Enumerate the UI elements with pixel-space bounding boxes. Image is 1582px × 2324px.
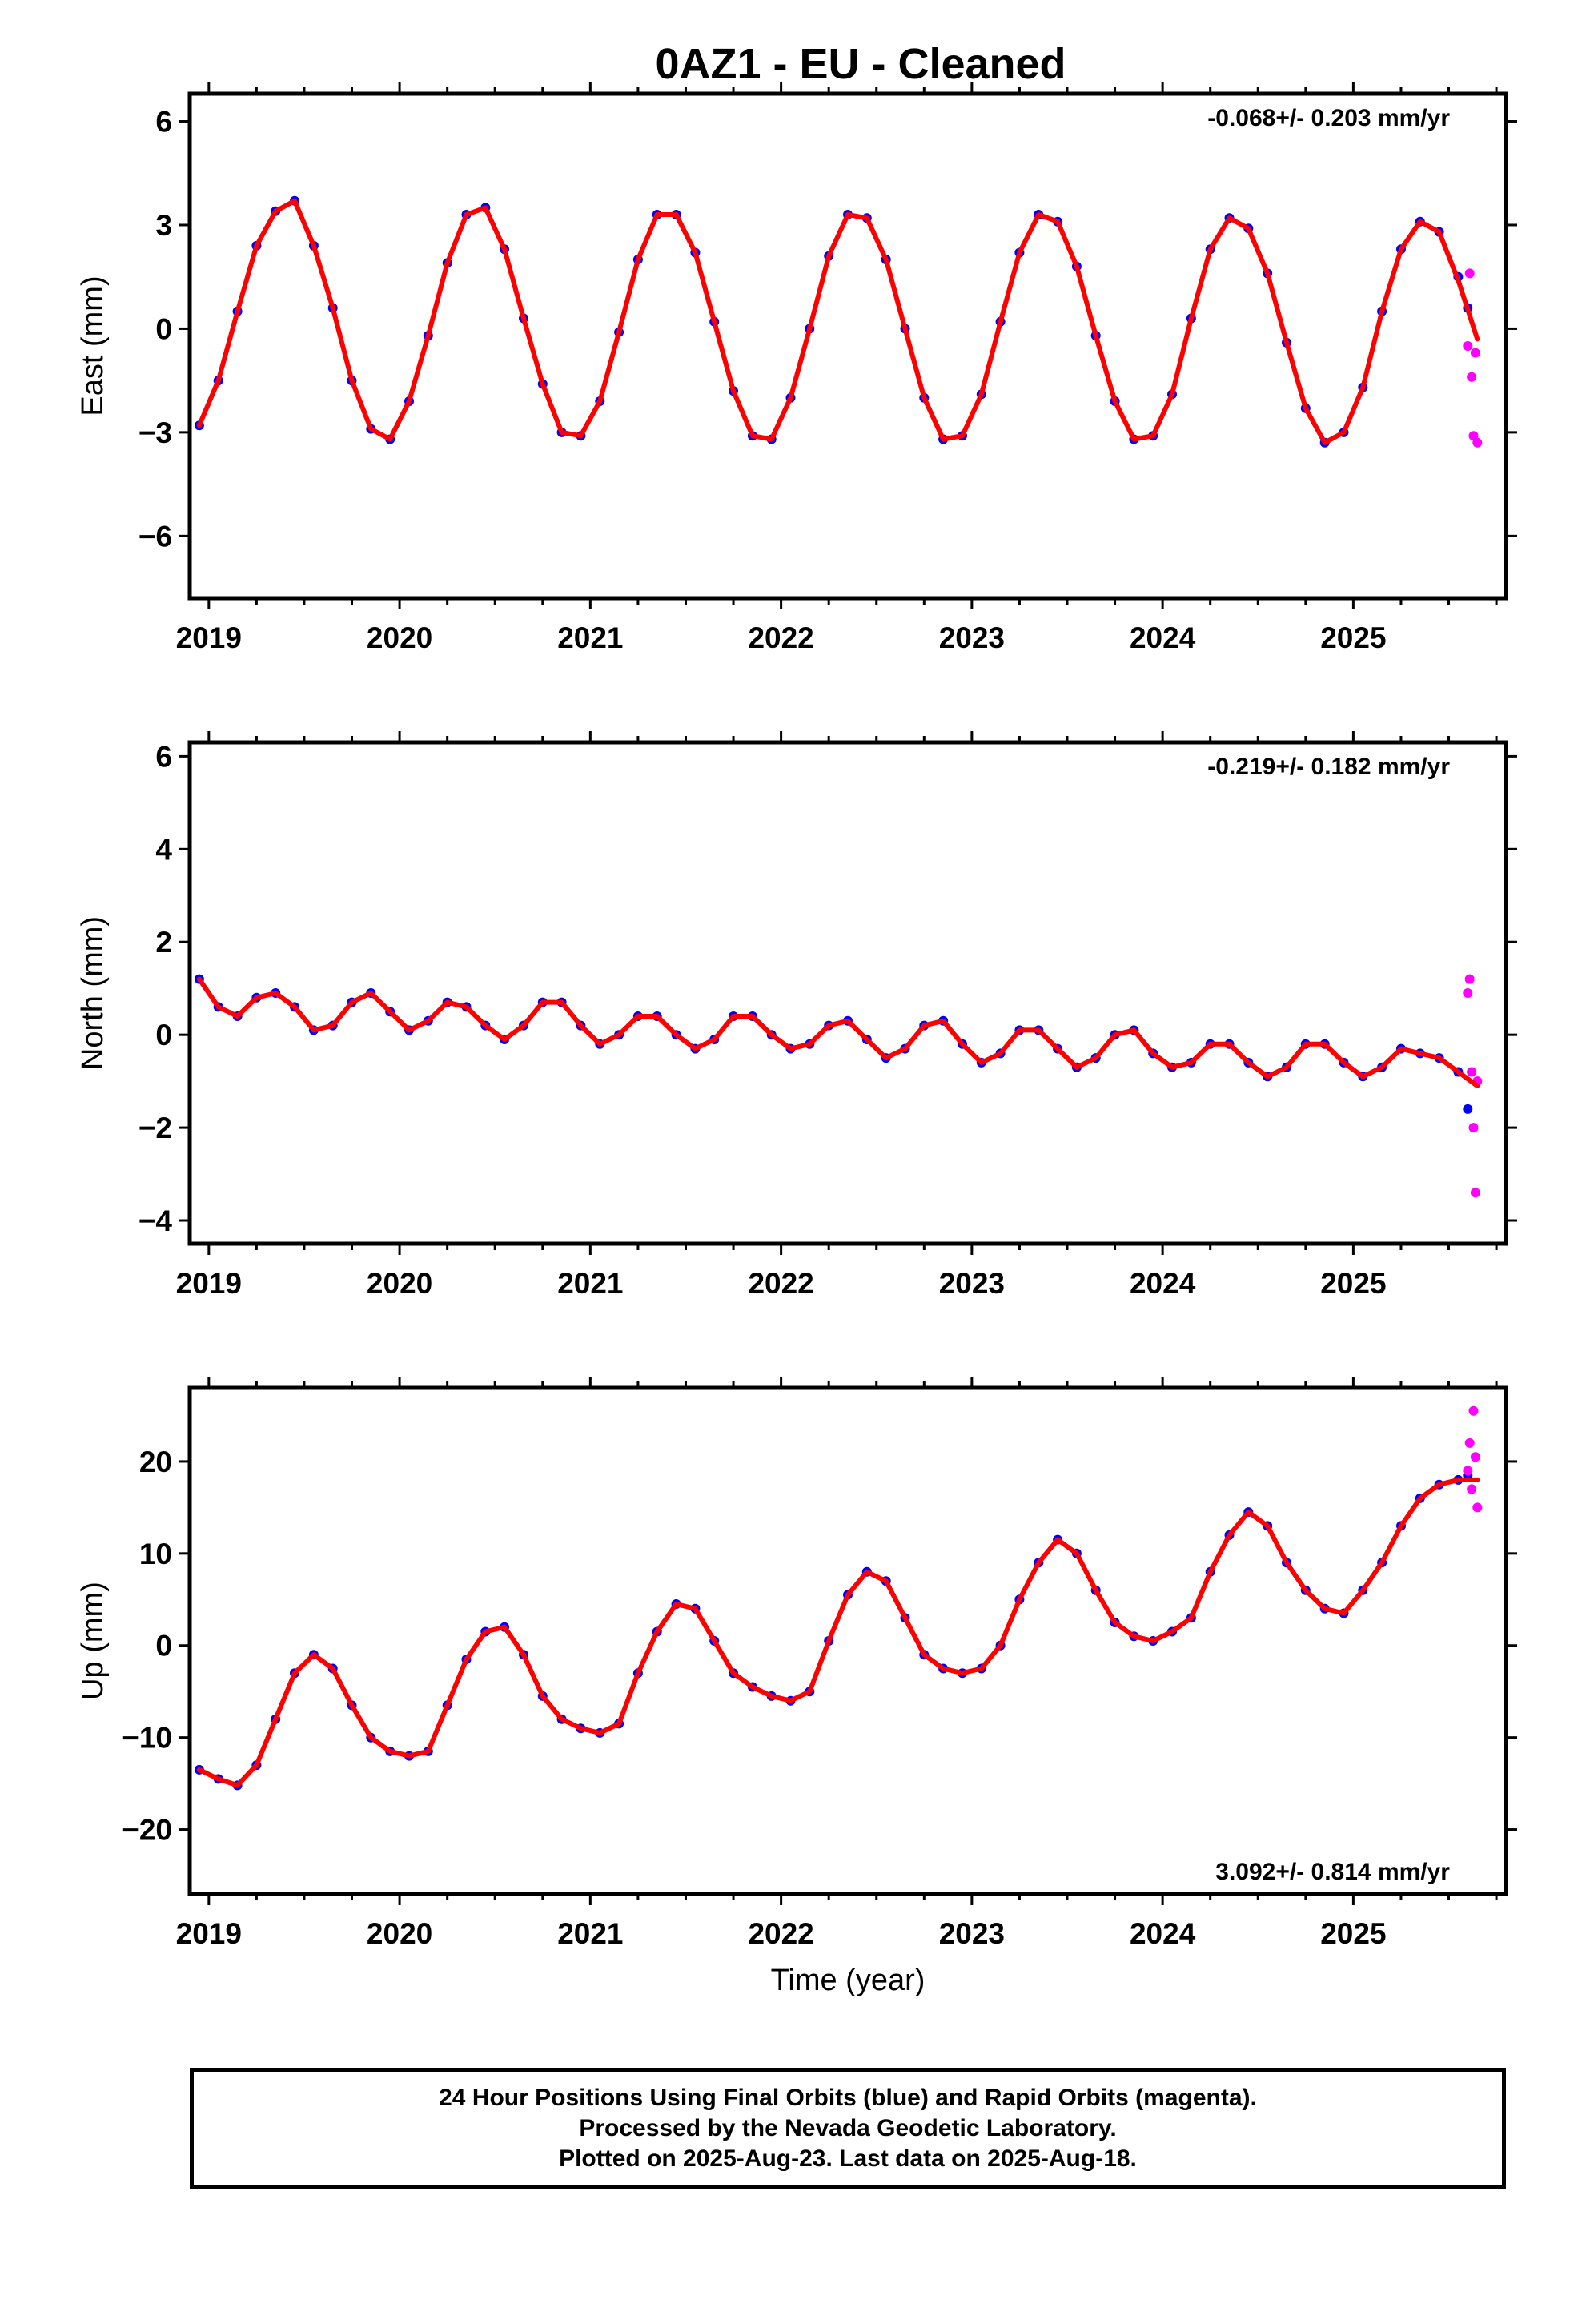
north-y-tick-label: 6	[155, 740, 172, 773]
up-x-tick-label: 2025	[1320, 1917, 1386, 1950]
chart-title: 0AZ1 - EU - Cleaned	[655, 40, 1066, 88]
up-frame	[187, 1385, 1508, 1896]
up-x-tick-label: 2022	[748, 1917, 813, 1950]
north-x-tick-label: 2020	[367, 1267, 432, 1300]
up-y-tick-label: 10	[139, 1538, 172, 1570]
north-rapid-orbit-point	[1470, 1188, 1480, 1198]
east-y-axis-label: East (mm)	[76, 275, 110, 416]
up-y-tick-label: 0	[155, 1630, 172, 1663]
east-y-tick-label: 0	[155, 312, 172, 345]
north-x-tick-label: 2022	[748, 1267, 813, 1300]
east-panel: 2019 2020 2021 2022 2023 2024 2025 −6 −3 0 3 6 East …	[76, 82, 1517, 654]
east-x-tick-label: 2021	[557, 621, 623, 654]
east-frame	[187, 91, 1508, 601]
north-rapid-orbit-point	[1463, 988, 1473, 998]
north-rate-annotation: -0.219+/- 0.182 mm/yr	[1207, 754, 1450, 780]
east-y-tick-label: −3	[139, 416, 172, 449]
north-x-tick-label: 2019	[176, 1267, 242, 1300]
east-y-tick-label: 3	[155, 209, 172, 242]
north-x-tick-label: 2021	[557, 1267, 623, 1300]
north-panel: 2019 2020 2021 2022 2023 2024 2025 −4 −2 0 2 4 6 Nort…	[76, 731, 1517, 1300]
east-x-tick-label: 2020	[367, 621, 432, 654]
north-x-tick-label: 2023	[939, 1267, 1005, 1300]
up-model-fit-line	[196, 1477, 1480, 1788]
north-data-layer	[194, 974, 1483, 1198]
up-y-tick-label: −10	[122, 1722, 172, 1755]
east-data-layer	[194, 195, 1483, 448]
up-data-layer	[194, 1405, 1483, 1791]
up-rapid-orbit-point	[1463, 1466, 1473, 1476]
north-y-tick-label: 2	[155, 926, 172, 959]
east-rapid-orbit-point	[1464, 268, 1475, 279]
east-rapid-orbit-point	[1467, 372, 1477, 382]
east-x-tick-label: 2024	[1130, 621, 1196, 654]
up-y-tick-label: −20	[122, 1814, 172, 1847]
east-x-tick-label: 2022	[748, 621, 813, 654]
up-x-tick-label: 2019	[176, 1917, 242, 1950]
north-y-axis-label: North (mm)	[76, 916, 110, 1070]
north-y-tick-label: −4	[139, 1204, 173, 1237]
north-final-orbit-point	[1463, 1104, 1473, 1114]
up-rapid-orbit-point	[1468, 1405, 1479, 1416]
north-frame	[187, 740, 1508, 1246]
east-rate-annotation: -0.068+/- 0.203 mm/yr	[1207, 105, 1450, 131]
up-rapid-orbit-point	[1467, 1484, 1477, 1494]
east-rapid-orbit-point	[1470, 348, 1480, 358]
east-y-tick-label: 6	[155, 106, 172, 139]
north-rapid-orbit-point	[1467, 1067, 1477, 1077]
east-model-fit-line	[196, 198, 1480, 445]
up-x-tick-label: 2023	[939, 1917, 1005, 1950]
up-x-axis-label: Time (year)	[771, 1964, 926, 1997]
east-y-tick-label: −6	[139, 520, 172, 553]
up-rate-annotation: 3.092+/- 0.814 mm/yr	[1215, 1859, 1450, 1885]
north-y-tick-label: 4	[155, 833, 172, 866]
up-rapid-orbit-point	[1464, 1437, 1475, 1448]
north-y-tick-label: 0	[155, 1019, 172, 1051]
east-x-tick-label: 2019	[176, 621, 242, 654]
up-x-tick-label: 2020	[367, 1917, 432, 1950]
footer-note-box: 24 Hour Positions Using Final Orbits (bl…	[190, 2068, 1506, 2189]
footer-line-orbits: 24 Hour Positions Using Final Orbits (bl…	[439, 2085, 1257, 2111]
east-x-tick-label: 2023	[939, 621, 1005, 654]
north-x-tick-label: 2024	[1130, 1267, 1196, 1300]
north-y-tick-label: −2	[139, 1112, 172, 1144]
up-rapid-orbit-point	[1472, 1502, 1483, 1513]
east-x-tick-label: 2025	[1320, 621, 1386, 654]
north-model-fit-line	[196, 976, 1480, 1088]
footer-line-processor: Processed by the Nevada Geodetic Laborat…	[579, 2115, 1117, 2141]
east-rapid-orbit-point	[1463, 341, 1473, 351]
north-x-tick-label: 2025	[1320, 1267, 1386, 1300]
up-panel: 2019 2020 2021 2022 2023 2024 2025 −20 −10 0 10 20 U…	[76, 1377, 1517, 1997]
north-rapid-orbit-point	[1468, 1123, 1479, 1133]
up-y-axis-label: Up (mm)	[76, 1582, 110, 1700]
north-rapid-orbit-point	[1464, 974, 1475, 984]
up-x-tick-label: 2024	[1130, 1917, 1196, 1950]
up-rapid-orbit-point	[1470, 1452, 1480, 1462]
east-rapid-orbit-point	[1472, 437, 1483, 448]
up-y-tick-label: 20	[139, 1445, 172, 1478]
footer-line-dates: Plotted on 2025-Aug-23. Last data on 202…	[559, 2145, 1137, 2172]
up-x-tick-label: 2021	[557, 1917, 623, 1950]
